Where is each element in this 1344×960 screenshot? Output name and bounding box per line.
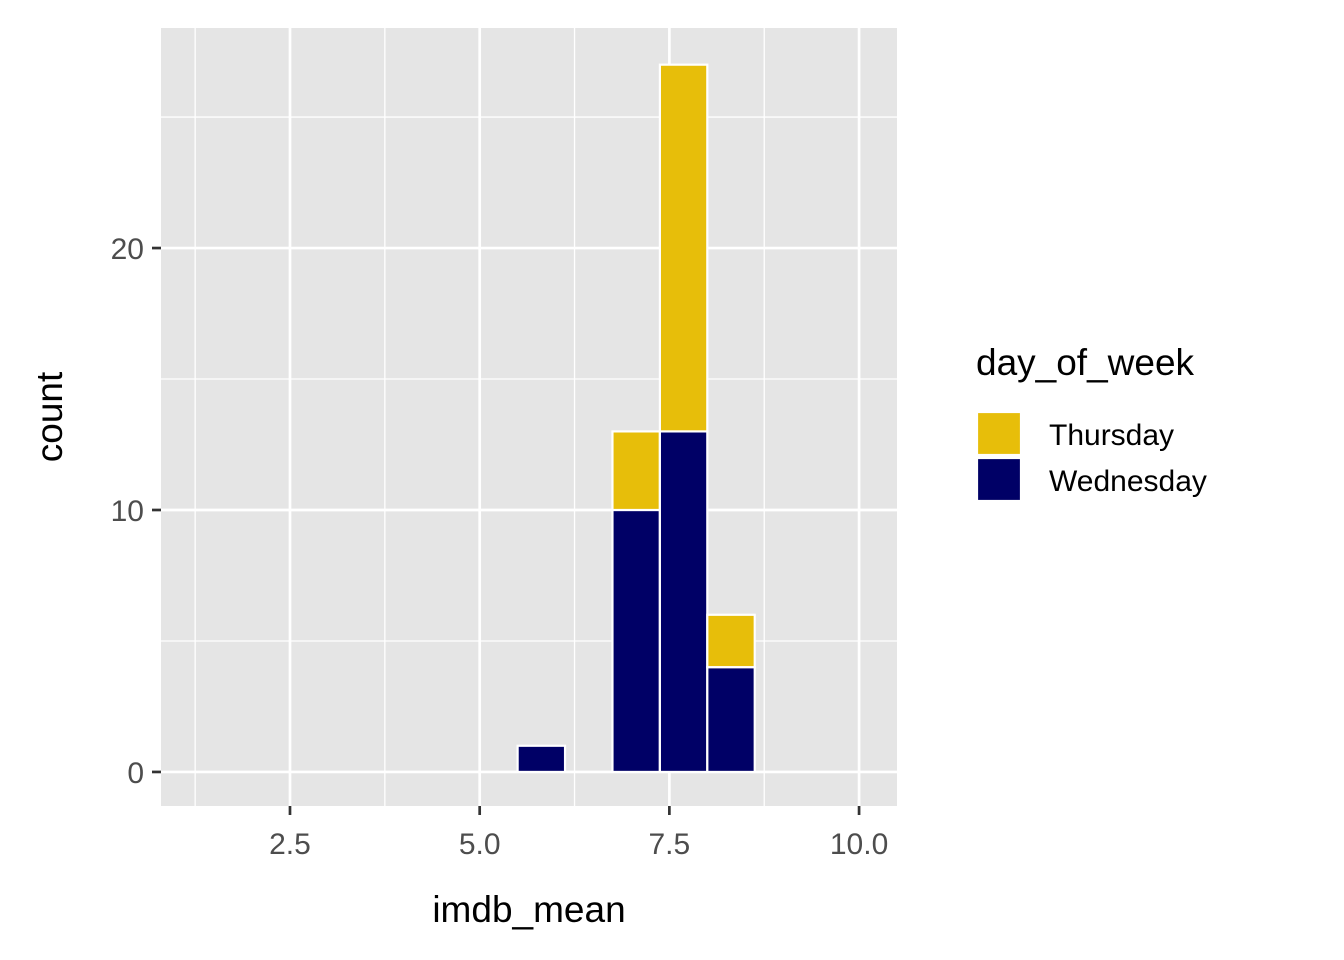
bar-wednesday — [658, 430, 709, 774]
legend-key-thursday — [975, 410, 1023, 457]
bar-wednesday — [516, 744, 567, 774]
bar-wednesday — [611, 508, 661, 774]
bar-thursday — [658, 63, 709, 433]
x-tick-label: 10.0 — [830, 828, 888, 861]
plot-panel — [161, 28, 897, 806]
y-axis-title: count — [29, 371, 70, 462]
legend-title: day_of_week — [976, 342, 1195, 383]
legend-label-wednesday: Wednesday — [1049, 465, 1207, 498]
histogram-bars — [516, 63, 756, 774]
legend-items: Thursday Wednesday — [975, 410, 1207, 503]
x-axis: 2.5 5.0 7.5 10.0 — [269, 806, 888, 861]
x-tick-label: 7.5 — [649, 828, 691, 861]
bar-thursday — [706, 613, 756, 669]
bar-thursday — [611, 430, 661, 512]
y-tick-label: 10 — [111, 495, 144, 528]
y-tick-label: 0 — [127, 757, 144, 790]
legend-label-thursday: Thursday — [1049, 419, 1174, 452]
x-tick-label: 2.5 — [269, 828, 311, 861]
legend-key-wednesday — [975, 456, 1023, 503]
bar-wednesday — [706, 666, 756, 774]
legend: day_of_week Thursday Wednesday — [975, 342, 1207, 503]
y-tick-label: 20 — [111, 233, 144, 266]
y-axis: 0 10 20 — [111, 233, 161, 790]
x-tick-label: 5.0 — [459, 828, 501, 861]
minor-gridlines — [161, 28, 897, 806]
x-axis-title: imdb_mean — [432, 889, 625, 930]
